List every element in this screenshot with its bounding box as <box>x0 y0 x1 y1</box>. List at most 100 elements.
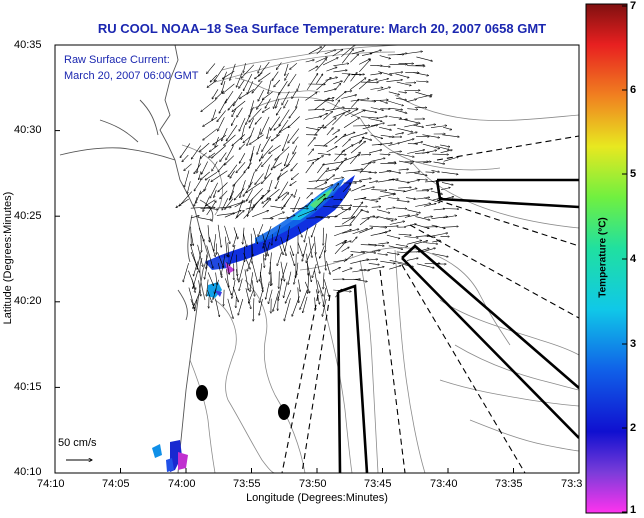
current-vector <box>268 179 273 192</box>
current-vector <box>294 189 298 197</box>
y-tick: 40:35 <box>14 39 42 51</box>
coastline <box>59 45 214 473</box>
current-vector <box>205 172 218 180</box>
current-vector <box>322 185 333 190</box>
current-vector <box>293 145 298 154</box>
current-vector <box>317 153 331 155</box>
current-vector <box>322 58 338 66</box>
current-vector <box>377 65 391 67</box>
current-vector <box>207 207 218 210</box>
current-vector <box>430 190 443 194</box>
current-vector <box>249 108 262 123</box>
current-vector <box>239 117 246 131</box>
current-vector <box>325 233 327 253</box>
current-vector <box>342 268 352 273</box>
current-vector <box>342 279 361 280</box>
current-vector <box>380 135 395 137</box>
current-vector <box>259 290 264 303</box>
current-vector <box>261 172 272 184</box>
current-vector <box>263 225 272 248</box>
current-vector <box>209 144 219 152</box>
current-vector <box>377 216 394 220</box>
current-vector <box>361 53 372 56</box>
current-vector <box>194 196 198 206</box>
current-vector <box>245 207 255 210</box>
current-vector <box>232 134 246 146</box>
current-vector <box>224 289 225 306</box>
current-vector <box>351 50 364 55</box>
current-vector <box>236 72 243 88</box>
current-vector <box>262 145 274 159</box>
current-vector <box>351 74 365 75</box>
current-vector <box>187 181 191 193</box>
current-vector <box>407 109 418 110</box>
current-vector <box>239 278 243 291</box>
figure-title: RU COOL NOAA–18 Sea Surface Temperature:… <box>97 21 547 36</box>
current-vector <box>325 107 345 112</box>
current-vector <box>315 168 329 183</box>
y-tick: 40:25 <box>14 210 42 222</box>
current-vector <box>396 81 411 85</box>
current-vector <box>306 218 322 219</box>
current-vector <box>297 226 302 238</box>
current-vector <box>221 253 226 276</box>
current-vector <box>271 155 280 170</box>
current-vector <box>386 170 401 173</box>
current-vector <box>198 280 201 296</box>
shipping-lanes <box>336 178 579 473</box>
current-vector <box>279 245 284 255</box>
current-vector <box>212 89 219 99</box>
current-vector <box>245 288 251 309</box>
current-vector <box>209 236 215 257</box>
current-vector <box>283 133 290 151</box>
current-vector <box>191 145 202 160</box>
current-vector <box>441 171 459 174</box>
current-vector <box>342 229 359 234</box>
current-vector <box>228 101 236 110</box>
current-vector <box>425 172 435 173</box>
current-vector <box>342 218 354 220</box>
current-vector <box>212 145 226 159</box>
current-vector <box>371 250 380 251</box>
current-vector <box>220 190 228 199</box>
current-vector <box>306 199 313 208</box>
current-vector <box>416 179 428 180</box>
x-tick: 73:55 <box>233 478 261 490</box>
current-vector <box>325 168 339 172</box>
current-vector <box>316 77 332 91</box>
current-vector <box>405 172 420 174</box>
current-vector <box>351 185 365 192</box>
current-vector <box>388 143 399 146</box>
current-vector <box>415 216 430 221</box>
current-vector <box>317 280 324 296</box>
current-vector <box>413 197 430 200</box>
current-vector <box>232 279 236 299</box>
current-vector <box>350 133 368 138</box>
current-vector <box>353 198 366 201</box>
current-vector <box>246 189 253 201</box>
current-vector <box>193 261 198 276</box>
current-vector <box>226 124 238 141</box>
current-vector <box>334 134 346 144</box>
current-vector <box>398 92 407 93</box>
current-vector <box>260 272 262 289</box>
current-vector <box>184 163 192 171</box>
current-vector <box>288 73 297 86</box>
current-vector <box>326 146 337 153</box>
current-vector <box>225 90 234 103</box>
current-vector <box>359 162 371 174</box>
current-vector <box>386 80 402 82</box>
current-vector <box>396 200 410 202</box>
current-vector <box>232 287 238 302</box>
current-vector <box>231 117 236 126</box>
current-vector <box>360 245 377 246</box>
current-vector <box>276 98 280 108</box>
current-vector <box>214 279 219 294</box>
current-vector <box>442 226 458 227</box>
current-vector <box>274 124 281 130</box>
current-vector <box>308 66 318 72</box>
current-vector <box>236 254 237 276</box>
current-vector <box>404 214 419 218</box>
current-vector <box>331 267 340 272</box>
current-vector <box>362 125 378 130</box>
